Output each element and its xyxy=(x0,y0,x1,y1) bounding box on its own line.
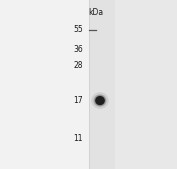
Text: 11: 11 xyxy=(74,134,83,143)
Ellipse shape xyxy=(91,92,109,109)
Text: 28: 28 xyxy=(74,61,83,70)
Text: 17: 17 xyxy=(74,96,83,105)
Text: 55: 55 xyxy=(73,25,83,34)
Ellipse shape xyxy=(95,96,105,105)
FancyBboxPatch shape xyxy=(88,0,115,169)
Ellipse shape xyxy=(94,94,106,107)
Text: 36: 36 xyxy=(73,45,83,54)
Text: kDa: kDa xyxy=(88,8,104,17)
FancyBboxPatch shape xyxy=(88,0,177,169)
